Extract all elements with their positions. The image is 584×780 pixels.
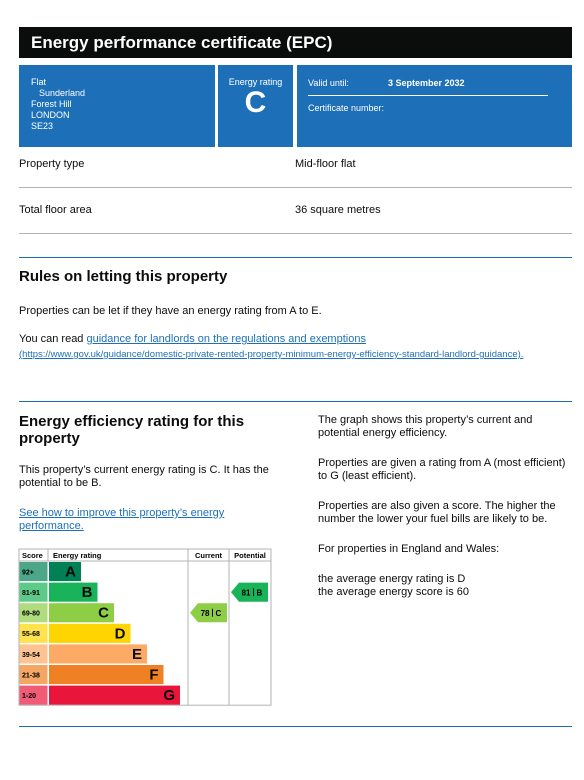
header: Score [22,551,43,560]
rating-band [49,603,114,623]
band-letter: E [132,646,142,663]
section-rule [19,257,572,258]
certificate-label: Certificate number: [308,103,385,113]
current-rating: C [216,609,222,618]
rule [19,187,572,188]
band-letter: D [115,625,126,642]
paragraph: Properties are also given a score. The h… [318,500,556,525]
paragraph: You can read guidance for landlords on t… [19,333,366,346]
paragraph: This property’s current energy rating is… [19,464,269,489]
score-range: 39-54 [22,652,40,659]
score-range: 21-38 [22,672,40,679]
text: You can read [19,333,87,345]
score-range: 69-80 [22,611,40,618]
address-line: SE23 [31,121,54,131]
improve-link[interactable]: See how to improve this property’s energ… [19,507,225,532]
band-letter: F [149,667,158,684]
valid-date: 3 September 2032 [388,78,465,88]
rating-band [49,665,164,685]
property-value: Mid-floor flat [295,158,356,170]
score-range: 92+ [22,569,34,576]
header: Current [195,551,223,560]
score-cell [19,685,48,705]
rating-label: Energy rating [228,77,283,87]
paragraph: Properties are given a rating from A (mo… [318,457,566,482]
property-value: 36 square metres [295,204,381,216]
address-line: LONDON [31,110,70,120]
score-cell [19,562,48,582]
rating-value: C [244,86,267,119]
rating-band [49,685,180,705]
heading: Energy efficiency rating for this proper… [19,413,245,447]
paragraph: Properties can be let if they have an en… [19,305,322,317]
url-link[interactable]: (https://www.gov.uk/guidance/domestic-pr… [19,349,524,360]
valid-label: Valid until: [308,78,349,88]
title-bar: Energy performance certificate (EPC) [19,27,572,58]
score-range: 1-20 [22,693,36,700]
band-letter: G [163,687,175,704]
potential-score: 81 [242,588,251,597]
score-range: 55-68 [22,631,40,638]
rating-band [49,582,98,602]
divider [308,95,548,96]
rating-band [49,644,147,664]
score-cell [19,623,48,643]
paragraph: the average energy score is 60 [318,586,470,598]
section-rule [19,726,572,727]
notes: The graph shows this property’s current … [318,414,576,599]
rating-box: Energy rating C [218,65,293,147]
address-line: Sunderland [39,88,86,98]
address-line: Forest Hill [31,99,72,109]
header: Potential [234,551,266,560]
band-letter: A [65,564,76,581]
section-rule [19,401,572,402]
address-line: Flat [31,77,47,87]
link[interactable]: guidance for landlords on the regulation… [86,333,366,345]
band-letter: B [82,584,93,601]
header: Energy rating [53,551,102,560]
paragraph: the average energy rating is D [318,573,466,585]
potential-rating: B [257,588,263,597]
rating-band [49,562,81,582]
heading: Rules on letting this property [19,268,228,285]
current-arrow [190,603,227,623]
score-cell [19,582,48,602]
score-cell [19,665,48,685]
score-range: 81-91 [22,590,40,597]
address: Flat Sunderland Forest Hill LONDON SE23 [31,77,85,132]
current-score: 78 [201,609,210,618]
rule [19,233,572,234]
property-label: Property type [19,158,85,170]
potential-arrow [231,582,268,602]
property-label: Total floor area [19,204,92,216]
paragraph: The graph shows this property’s current … [318,414,533,439]
score-cell [19,603,48,623]
paragraph: For properties in England and Wales: [318,543,500,555]
band-letter: C [98,605,109,622]
title: Energy performance certificate (EPC) [31,33,333,52]
score-cell [19,644,48,664]
address-box: Flat Sunderland Forest Hill LONDON SE23 [19,65,215,147]
chart-frame [18,548,272,706]
rating-band [49,623,131,643]
validity-box: Valid until: 3 September 2032 Certificat… [297,65,572,147]
